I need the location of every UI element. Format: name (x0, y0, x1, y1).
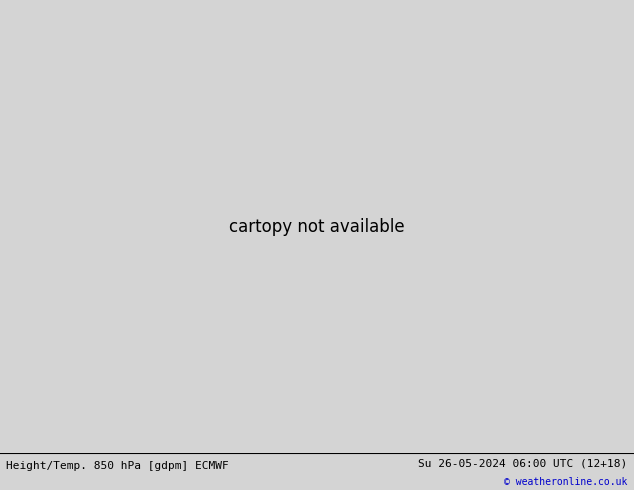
Text: Su 26-05-2024 06:00 UTC (12+18): Su 26-05-2024 06:00 UTC (12+18) (418, 459, 628, 468)
Text: © weatheronline.co.uk: © weatheronline.co.uk (504, 477, 628, 487)
Text: cartopy not available: cartopy not available (229, 218, 405, 236)
Text: Height/Temp. 850 hPa [gdpm] ECMWF: Height/Temp. 850 hPa [gdpm] ECMWF (6, 461, 229, 471)
